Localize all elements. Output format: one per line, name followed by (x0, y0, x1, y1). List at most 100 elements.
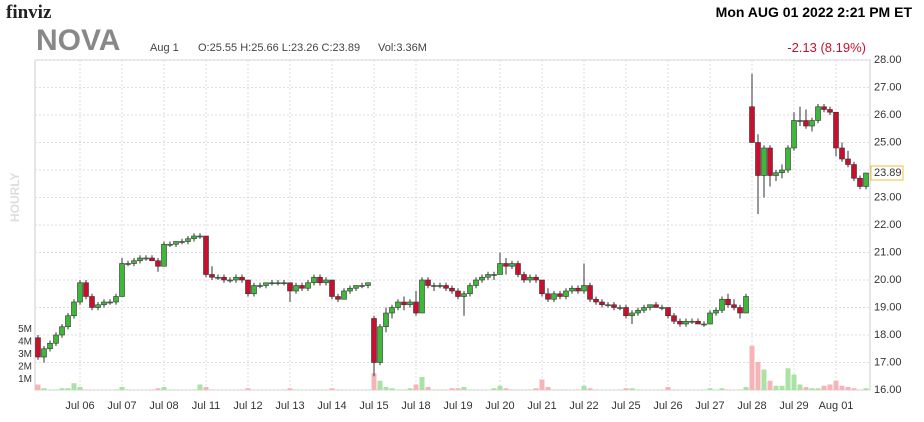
candle-body (491, 274, 497, 276)
candle-body (317, 276, 323, 284)
candle-body (809, 120, 815, 127)
candle-body (731, 304, 737, 308)
candle-body (581, 285, 587, 292)
volume-bar (425, 387, 431, 390)
candle-body (599, 301, 605, 306)
volume-bar (53, 389, 59, 390)
volume-bar (395, 389, 401, 390)
candle-body (209, 274, 215, 278)
x-tick-label: Jul 06 (65, 400, 94, 412)
price-change: -2.13 (8.19%) (787, 40, 866, 55)
volume-bar (47, 389, 53, 390)
candle-body (791, 120, 797, 149)
candle-body (377, 326, 383, 363)
candle-body (737, 307, 743, 314)
x-tick-label: Jul 11 (192, 400, 221, 412)
candle-body (335, 296, 341, 300)
candle-body (689, 320, 695, 323)
volume-bar (377, 380, 383, 390)
candle-body (515, 263, 521, 275)
candle-body (587, 285, 593, 300)
x-tick-label: Jul 20 (485, 400, 514, 412)
candle-body (173, 241, 179, 245)
candle-body (239, 276, 245, 281)
candle-body (575, 287, 581, 292)
candle-body (233, 276, 239, 281)
volume-bar (473, 389, 479, 390)
quote-volume: Vol:3.36M (378, 42, 427, 54)
x-tick-label: Jul 27 (695, 400, 724, 412)
y-tick-label: 22.00 (874, 219, 902, 231)
x-tick-label: Jul 29 (779, 400, 808, 412)
volume-bar (407, 388, 413, 390)
y-tick-label: 28.00 (874, 54, 902, 66)
candle-body (629, 312, 635, 317)
candle-body (821, 106, 827, 110)
candle-body (101, 301, 107, 306)
candle-body (215, 276, 221, 279)
volume-bar (527, 389, 533, 390)
candle-body (371, 318, 377, 363)
candle-body (359, 285, 365, 287)
candle-body (713, 309, 719, 314)
volume-bar (293, 389, 299, 390)
volume-bar (833, 380, 839, 390)
candle-body (701, 323, 707, 326)
candle-body (83, 282, 89, 297)
candle-body (275, 282, 281, 285)
last-price-box (870, 165, 904, 181)
candle-body (521, 274, 527, 281)
volume-bar (491, 388, 497, 390)
volume-bar (773, 385, 779, 390)
candle-body (257, 285, 263, 287)
volume-bar (821, 385, 827, 390)
volume-bar (449, 388, 455, 390)
volume-bar (713, 389, 719, 390)
volume-bar (113, 389, 119, 390)
candle-body (683, 320, 689, 325)
x-tick-label: Jul 12 (233, 400, 262, 412)
volume-bar (383, 387, 389, 390)
candle-body (107, 301, 113, 304)
candle-body (551, 293, 557, 300)
volume-tick-label: 3M (18, 349, 32, 360)
candle-body (227, 279, 233, 282)
candle-body (653, 304, 659, 308)
volume-bar (785, 368, 791, 390)
volume-bar (287, 388, 293, 390)
candle-body (407, 301, 413, 306)
candle-body (605, 304, 611, 307)
volume-bar (203, 387, 209, 390)
y-tick-label: 27.00 (874, 81, 902, 93)
x-tick-label: Jul 19 (443, 400, 472, 412)
logo[interactable]: finviz (6, 2, 52, 23)
volume-bar (413, 384, 419, 390)
volume-bar (629, 388, 635, 390)
volume-bar (59, 388, 65, 390)
quote-ohlc: O:25.55 H:25.66 L:23.26 C:23.89 (198, 42, 361, 54)
candle-body (449, 287, 455, 292)
volume-bar (239, 389, 245, 390)
candle-body (221, 276, 227, 281)
volume-bar (209, 389, 215, 390)
volume-bar (71, 383, 77, 390)
candle-body (281, 282, 287, 285)
candle-body (419, 279, 425, 314)
candle-body (287, 282, 293, 292)
volume-bar (329, 388, 335, 390)
volume-bar (581, 385, 587, 390)
volume-bar (431, 389, 437, 390)
x-tick-label: Jul 08 (149, 400, 178, 412)
candle-body (815, 106, 821, 121)
volume-tick-label: 4M (18, 337, 32, 348)
volume-bar (365, 389, 371, 390)
candle-body (191, 235, 197, 240)
candle-body (797, 120, 803, 122)
candle-body (569, 287, 575, 292)
candle-body (413, 301, 419, 314)
candle-body (623, 307, 629, 317)
x-tick-label: Jul 14 (317, 400, 346, 412)
candle-body (761, 147, 767, 176)
candle-body (455, 290, 461, 297)
